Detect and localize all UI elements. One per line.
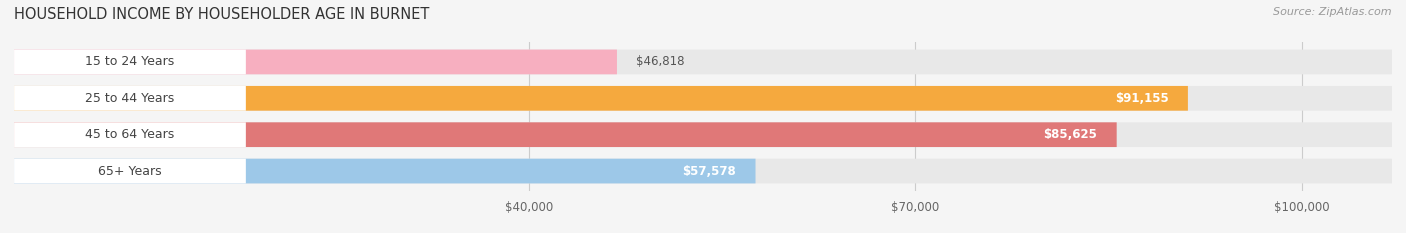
Text: 45 to 64 Years: 45 to 64 Years	[86, 128, 174, 141]
FancyBboxPatch shape	[14, 86, 246, 111]
FancyBboxPatch shape	[14, 50, 246, 74]
Text: 65+ Years: 65+ Years	[98, 164, 162, 178]
FancyBboxPatch shape	[14, 159, 1392, 183]
FancyBboxPatch shape	[14, 50, 617, 74]
Text: 25 to 44 Years: 25 to 44 Years	[86, 92, 174, 105]
Text: $57,578: $57,578	[682, 164, 737, 178]
Text: HOUSEHOLD INCOME BY HOUSEHOLDER AGE IN BURNET: HOUSEHOLD INCOME BY HOUSEHOLDER AGE IN B…	[14, 7, 429, 22]
FancyBboxPatch shape	[14, 159, 246, 183]
Text: $91,155: $91,155	[1115, 92, 1168, 105]
FancyBboxPatch shape	[14, 159, 755, 183]
Text: $85,625: $85,625	[1043, 128, 1097, 141]
FancyBboxPatch shape	[14, 86, 1188, 111]
FancyBboxPatch shape	[14, 122, 1392, 147]
FancyBboxPatch shape	[14, 86, 1392, 111]
FancyBboxPatch shape	[14, 50, 1392, 74]
Text: 15 to 24 Years: 15 to 24 Years	[86, 55, 174, 69]
Text: $46,818: $46,818	[637, 55, 685, 69]
FancyBboxPatch shape	[14, 122, 1116, 147]
Text: Source: ZipAtlas.com: Source: ZipAtlas.com	[1274, 7, 1392, 17]
FancyBboxPatch shape	[14, 122, 246, 147]
